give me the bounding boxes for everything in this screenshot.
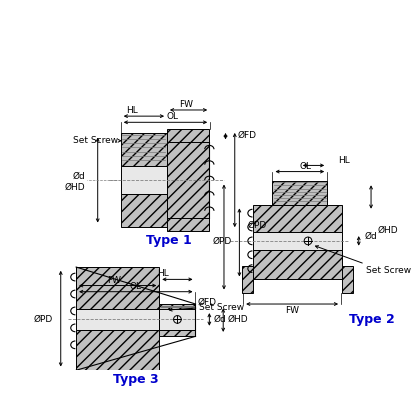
Text: FW: FW: [179, 100, 193, 109]
Text: Type 1: Type 1: [146, 234, 191, 248]
Text: ØFD: ØFD: [238, 131, 257, 140]
Bar: [253, 250, 342, 280]
Text: Type 2: Type 2: [349, 313, 395, 326]
Text: OL: OL: [130, 282, 142, 291]
Text: HL: HL: [338, 156, 350, 165]
Bar: [76, 330, 159, 370]
Text: ØPD: ØPD: [247, 221, 266, 230]
Bar: [121, 194, 167, 227]
Text: Set Screw: Set Screw: [199, 303, 245, 312]
Bar: [159, 309, 196, 330]
Text: ØFD: ØFD: [197, 298, 216, 307]
Bar: [342, 265, 353, 293]
Text: OL: OL: [300, 162, 312, 171]
Text: Set Screw: Set Screw: [73, 136, 119, 145]
Bar: [253, 232, 342, 250]
Bar: [159, 304, 196, 309]
Text: ØHD: ØHD: [377, 225, 398, 235]
Bar: [76, 267, 159, 309]
Text: ØPD: ØPD: [213, 236, 232, 245]
Text: OL: OL: [166, 112, 178, 121]
Text: ØPD: ØPD: [34, 315, 53, 324]
Bar: [167, 218, 208, 231]
Text: FW: FW: [107, 276, 121, 285]
Bar: [272, 181, 327, 206]
Text: Set Screw: Set Screw: [366, 266, 411, 275]
Text: ØHD: ØHD: [228, 315, 248, 324]
Text: Ød: Ød: [73, 172, 85, 181]
Text: Ød: Ød: [365, 232, 378, 241]
Text: FW: FW: [285, 306, 299, 314]
Bar: [76, 309, 159, 330]
Text: HL: HL: [126, 106, 138, 115]
Bar: [243, 265, 253, 293]
Text: HL: HL: [157, 270, 169, 278]
Text: Type 3: Type 3: [113, 373, 158, 386]
Bar: [167, 142, 208, 218]
Bar: [253, 206, 342, 232]
Bar: [167, 129, 208, 142]
Bar: [121, 133, 167, 166]
Bar: [159, 330, 196, 337]
Text: ØHD: ØHD: [65, 183, 85, 192]
Bar: [121, 166, 167, 194]
Text: Ød: Ød: [214, 315, 227, 324]
